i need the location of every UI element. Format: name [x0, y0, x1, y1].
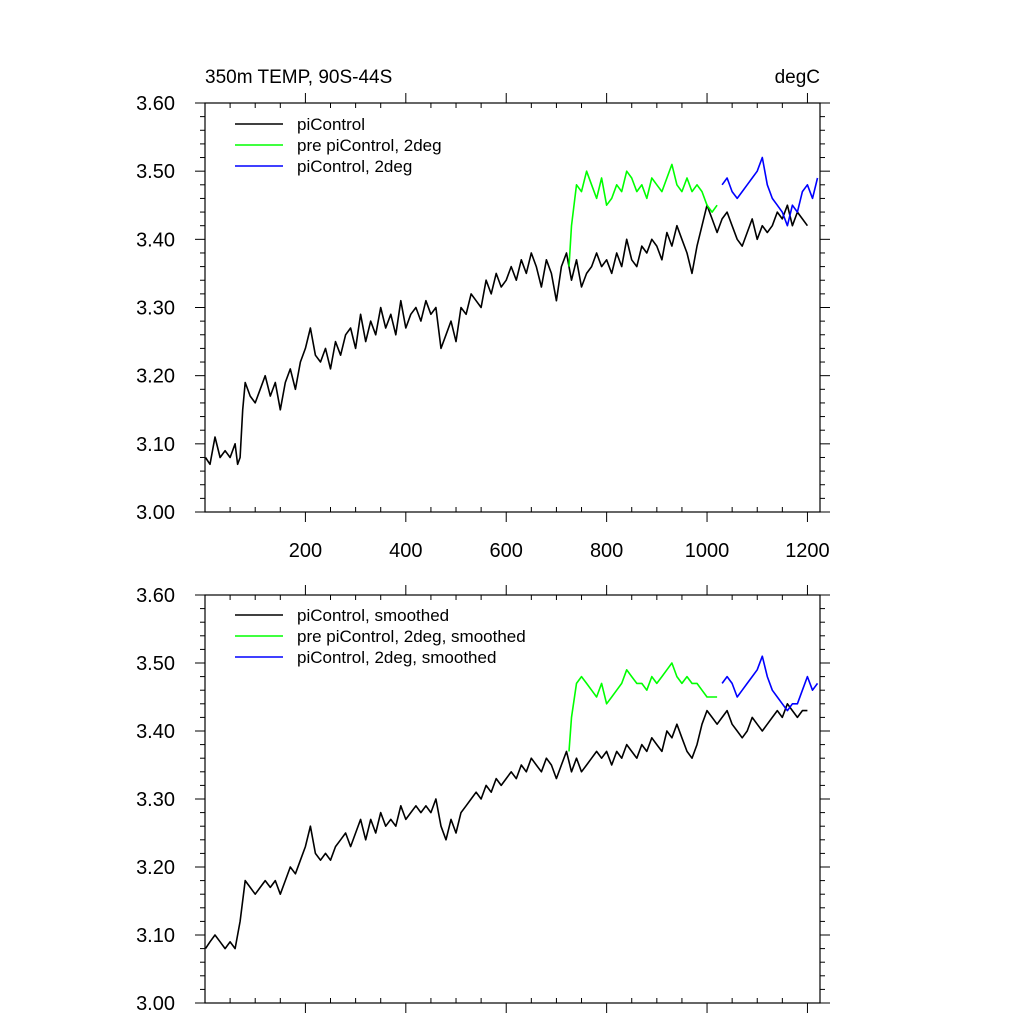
top-panel: 200 400 600 800 1000 1200 3.00 3.10 3.20 3.30 3.40…	[136, 67, 830, 562]
legend-label-3: piControl, 2deg, smoothed	[297, 648, 496, 667]
series-line-3	[721, 156, 819, 227]
legend-label-2: pre piControl, 2deg, smoothed	[297, 627, 526, 646]
chart-title: 350m TEMP, 90S-44S	[205, 67, 392, 88]
y-tick-label: 3.40	[136, 229, 175, 251]
legend-label-1: piControl	[297, 115, 365, 134]
x-tick-label: 800	[590, 540, 623, 562]
series-line-1	[204, 204, 809, 466]
series-line-2	[568, 163, 718, 267]
series-line-1	[204, 703, 808, 950]
x-tick-label: 200	[289, 540, 322, 562]
y-tick-label: 3.00	[136, 502, 175, 524]
y-tick-label: 3.50	[136, 161, 175, 183]
x-tick-label: 1200	[785, 540, 830, 562]
y-tick-label: 3.30	[136, 789, 175, 811]
x-tick-label: 600	[490, 540, 523, 562]
series-line-2	[568, 662, 718, 752]
legend-label-2: pre piControl, 2deg	[297, 136, 442, 155]
y-tick-label: 3.60	[136, 93, 175, 115]
legend: piControl, smoothed pre piControl, 2deg, …	[235, 606, 526, 667]
y-tick-label: 3.10	[136, 925, 175, 947]
y-tick-label: 3.20	[136, 366, 175, 388]
legend: piControl pre piControl, 2deg piControl, 2…	[235, 115, 442, 176]
legend-label-1: piControl, smoothed	[297, 606, 449, 625]
series-line-3	[721, 655, 819, 712]
y-tick-label: 3.20	[136, 857, 175, 879]
bottom-panel: 3.00 3.10 3.20 3.30 3.40 3.50 3.60 piControl, s…	[136, 585, 830, 1015]
units-label: degC	[775, 67, 820, 88]
y-tick-label: 3.00	[136, 993, 175, 1015]
y-tick-label: 3.50	[136, 653, 175, 675]
y-tick-label: 3.30	[136, 298, 175, 320]
x-tick-label: 400	[389, 540, 422, 562]
y-tick-label: 3.10	[136, 434, 175, 456]
y-tick-label: 3.60	[136, 585, 175, 607]
x-tick-label: 1000	[685, 540, 730, 562]
y-tick-label: 3.40	[136, 721, 175, 743]
legend-label-3: piControl, 2deg	[297, 157, 412, 176]
